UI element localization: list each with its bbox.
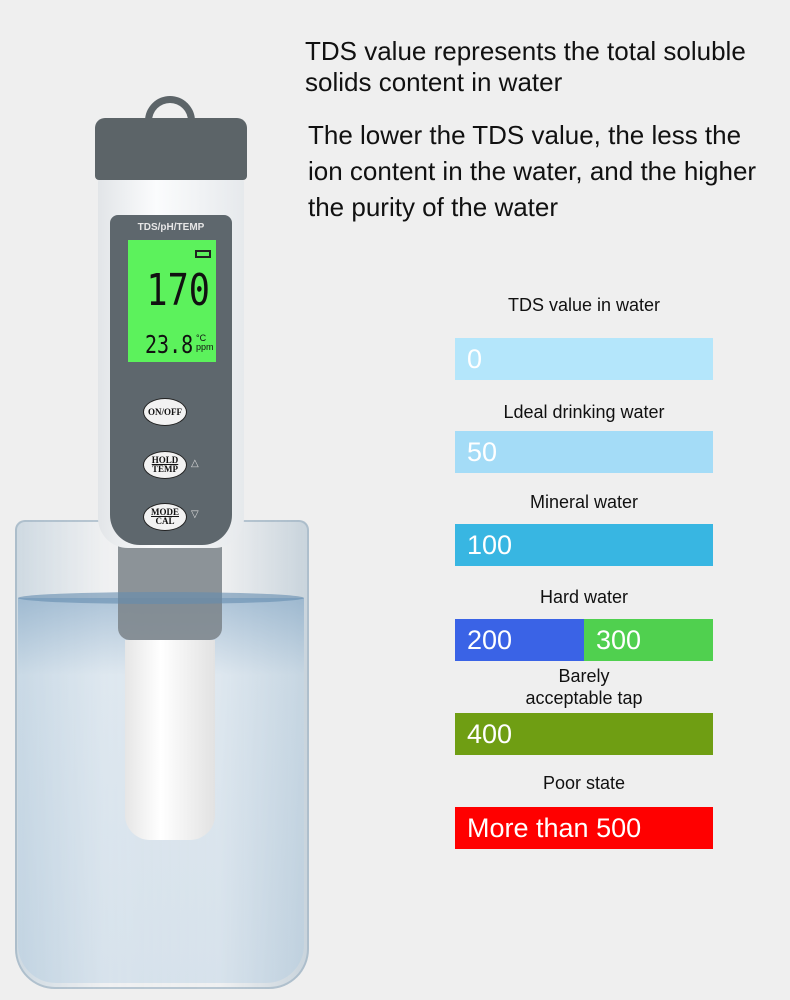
level-label-hard: Hard water (539, 587, 629, 607)
battery-icon (195, 250, 211, 258)
unit-ppm: ppm (196, 342, 214, 352)
mode-cal-button: MODE CAL (143, 503, 187, 531)
level-bar-0: 0 (455, 338, 713, 380)
lcd-screen (128, 240, 216, 362)
temp-label: TEMP (152, 464, 178, 474)
hold-temp-button: HOLD TEMP (143, 451, 187, 479)
level-bar-50: 50 (455, 431, 713, 473)
intro-text: TDS value represents the total soluble s… (305, 36, 746, 97)
level-label-ideal: Ldeal drinking water (503, 402, 665, 422)
level-bar-200: 200 (455, 619, 584, 661)
units: °C ppm (196, 334, 214, 352)
cal-label: CAL (155, 516, 175, 526)
meter-cap (95, 118, 247, 180)
on-off-button: ON/OFF (143, 398, 187, 426)
on-off-label: ON/OFF (148, 406, 182, 417)
level-bar-500: More than 500 (455, 807, 713, 849)
scale-heading: TDS value in water (507, 295, 661, 315)
down-arrow-icon: ▽ (191, 509, 199, 520)
temperature-reading: 23.8 (145, 330, 194, 359)
water-surface (18, 592, 304, 604)
level-label-poor: Poor state (542, 773, 626, 793)
mode-label: MODE (151, 507, 179, 517)
level-label-mineral: Mineral water (529, 492, 639, 512)
level-bar-400: 400 (455, 713, 713, 755)
level-bar-100: 100 (455, 524, 713, 566)
meter-probe (125, 640, 215, 840)
cap-loop (145, 96, 195, 126)
intro-text-2: The lower the TDS value, the less the io… (308, 120, 757, 222)
unit-celsius: °C (196, 333, 207, 343)
meter-brand: TDS/pH/TEMP (137, 222, 205, 233)
level-bar-300: 300 (584, 619, 713, 661)
up-arrow-icon: △ (191, 458, 199, 469)
hold-label: HOLD (151, 455, 179, 465)
tds-reading: 170 (146, 265, 210, 316)
